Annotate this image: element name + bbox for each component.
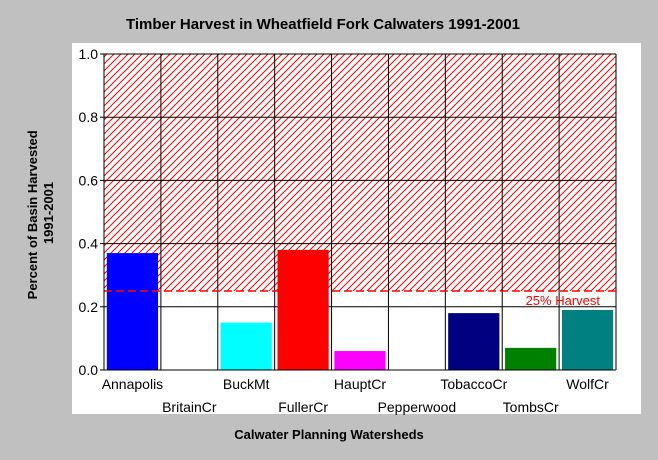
bar-fullercr bbox=[277, 249, 329, 370]
x-tick-label-tobaccocr: TobaccoCr bbox=[440, 376, 507, 392]
bar-buckmt bbox=[220, 322, 272, 370]
bar-wolfcr bbox=[561, 309, 614, 370]
bar-tobaccocr bbox=[448, 313, 500, 370]
chart-title: Timber Harvest in Wheatfield Fork Calwat… bbox=[126, 16, 520, 33]
y-axis-label-line-2: 1991-2001 bbox=[41, 182, 56, 244]
x-axis-label: Calwater Planning Watersheds bbox=[234, 427, 424, 442]
threshold-label: 25% Harvest bbox=[526, 293, 601, 308]
x-tick-label-pepperwood: Pepperwood bbox=[378, 399, 457, 415]
bar-tombscr bbox=[505, 347, 557, 370]
x-tick-label-fullercr: FullerCr bbox=[278, 399, 328, 415]
y-tick-label: 0.2 bbox=[79, 299, 99, 315]
plot-area: 0.0 0.2 0.4 0.6 0.8 1.0 25% Harvest Annapolis Br… bbox=[79, 46, 617, 415]
y-axis-label-line-1: Percent of Basin Harvested bbox=[25, 130, 40, 299]
x-tick-label-hauptcr: HauptCr bbox=[334, 376, 386, 392]
x-tick-label-wolfcr: WolfCr bbox=[566, 376, 609, 392]
y-tick-label: 0.8 bbox=[79, 109, 99, 125]
bar-annapolis bbox=[106, 253, 159, 370]
harvest-threshold-region bbox=[104, 54, 616, 291]
y-tick-label: 0.6 bbox=[79, 172, 99, 188]
bar-hauptcr bbox=[334, 351, 386, 370]
y-tick-label: 0.4 bbox=[79, 236, 99, 252]
x-tick-label-britaincr: BritainCr bbox=[162, 399, 217, 415]
y-tick-label: 0.0 bbox=[79, 362, 99, 378]
x-tick-label-tombscr: TombsCr bbox=[503, 399, 559, 415]
y-tick-label: 1.0 bbox=[79, 46, 99, 62]
x-tick-label-buckmt: BuckMt bbox=[223, 376, 270, 392]
x-tick-label-annapolis: Annapolis bbox=[102, 376, 164, 392]
y-axis-label: Percent of Basin Harvested 1991-2001 bbox=[25, 127, 56, 300]
